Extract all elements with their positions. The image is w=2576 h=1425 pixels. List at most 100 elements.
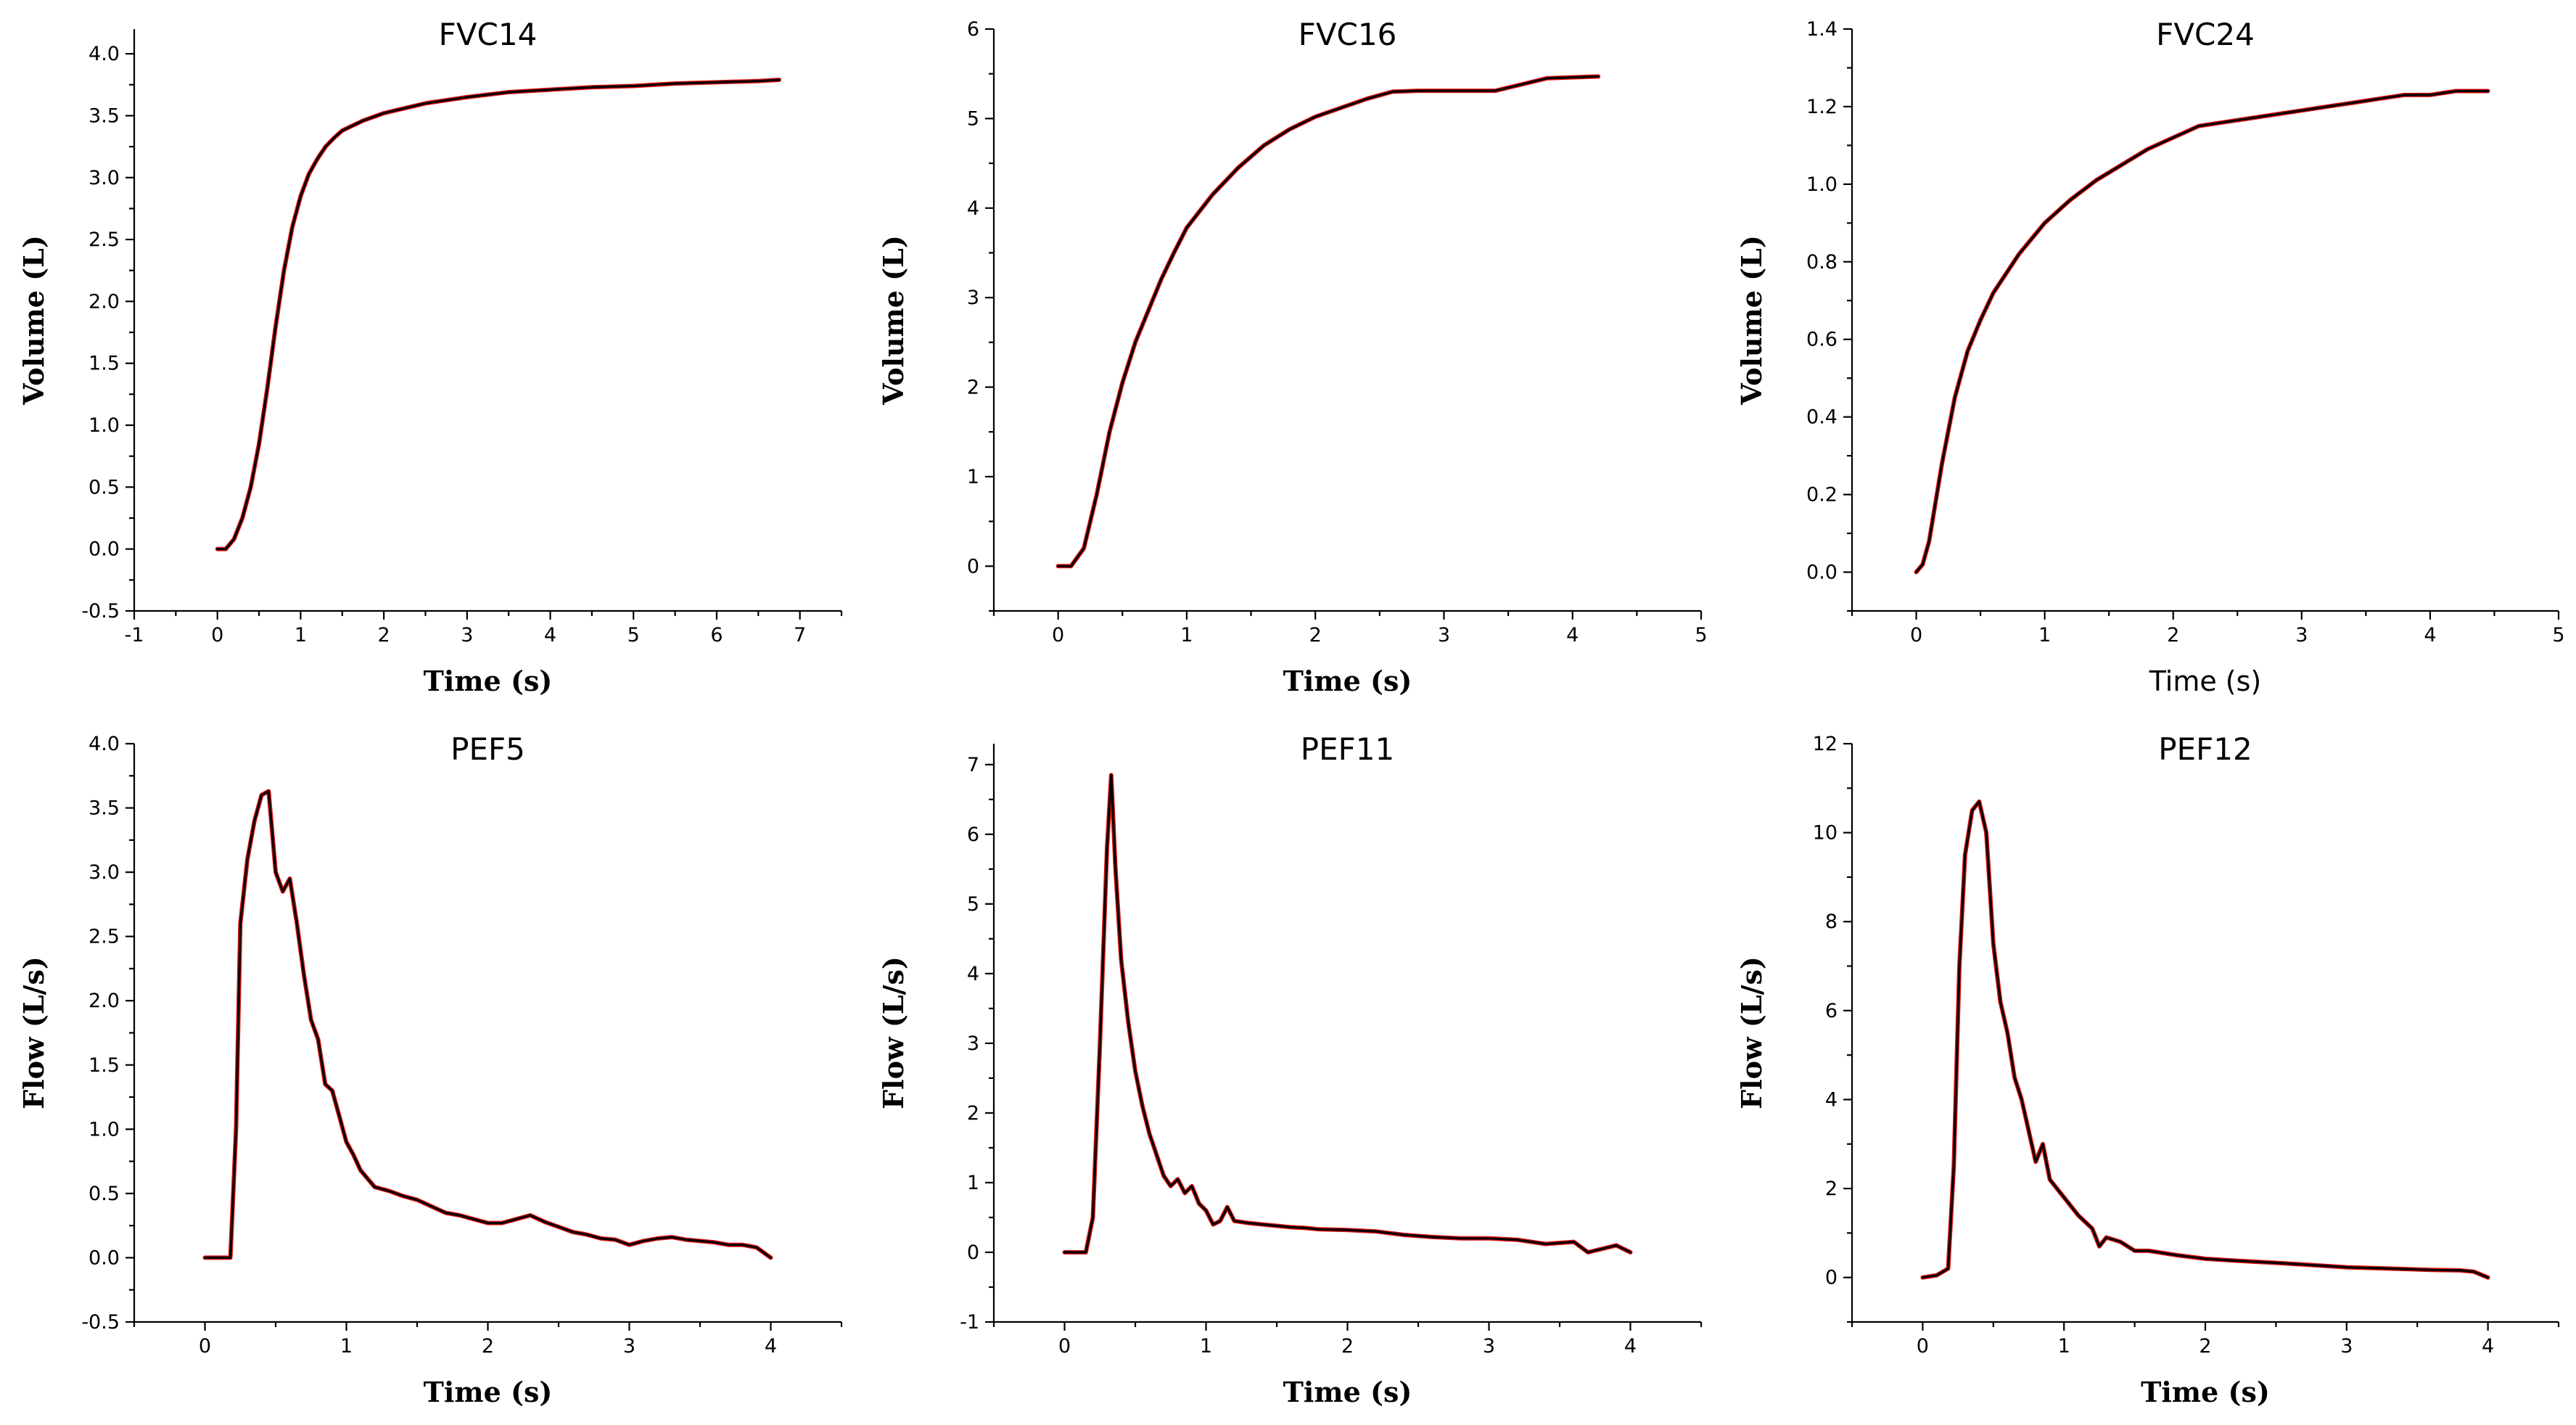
y-tick-label: 1 (967, 1172, 979, 1194)
y-tick-label: 0 (967, 555, 979, 578)
y-tick-label: 2 (967, 377, 979, 399)
x-axis-label: Time (s) (424, 1376, 553, 1408)
x-tick-label: 5 (627, 624, 640, 646)
y-tick-label: 0.6 (1806, 329, 1838, 351)
y-tick-label: 0.2 (1806, 484, 1838, 506)
y-tick-label: 1.2 (1806, 96, 1838, 118)
x-tick-label: 1 (1180, 624, 1193, 646)
y-tick-label: 1.0 (1806, 173, 1838, 196)
y-tick-label: 4.0 (89, 43, 120, 65)
y-tick-label: 0.5 (89, 476, 120, 498)
chart-panel-pef5: -0.5 0.0 0.5 1.0 1.5 2.0 2.5 3.0 3.5 4.0 0 1 2 3 4 PEF5… (17, 731, 843, 1408)
series-line-measured (1914, 89, 2490, 575)
y-tick-label: 3.5 (89, 104, 120, 127)
x-tick-label: 3 (2295, 624, 2308, 646)
y-tick-label: 2.0 (89, 990, 120, 1012)
y-tick-label: 5 (967, 107, 979, 130)
x-tick-label: 1 (2058, 1335, 2070, 1358)
x-tick-label: 3 (1438, 624, 1450, 646)
y-tick-label: 2.0 (89, 290, 120, 313)
y-tick-label: 1.5 (89, 353, 120, 375)
y-tick-label: -1 (960, 1311, 979, 1334)
y-tick-label: 0.0 (1806, 562, 1838, 584)
series-line-reference (1914, 89, 2490, 574)
y-tick-label: 7 (967, 754, 979, 776)
x-axis-label: Time (s) (424, 665, 553, 697)
series-line-measured (1062, 773, 1633, 1254)
series-line-reference (216, 78, 781, 551)
y-tick-label: 2.5 (89, 229, 120, 251)
y-axis-label: Flow (L/s) (1735, 956, 1768, 1109)
x-tick-label: 2 (482, 1335, 494, 1358)
x-tick-label: 3 (461, 624, 473, 646)
x-tick-label: 4 (2482, 1335, 2494, 1358)
chart-title: FVC16 (1299, 17, 1397, 52)
x-tick-label: 0 (1052, 624, 1064, 646)
x-tick-label: 1 (2038, 624, 2051, 646)
chart-title: PEF12 (2158, 731, 2252, 767)
y-tick-label: 1 (967, 466, 979, 488)
x-tick-label: 4 (1566, 624, 1579, 646)
y-tick-label: 2 (1825, 1178, 1838, 1200)
chart-title: FVC24 (2156, 17, 2255, 52)
y-tick-label: 2.5 (89, 926, 120, 948)
y-axis-label: Flow (L/s) (17, 956, 50, 1109)
y-tick-label: 5 (967, 893, 979, 916)
y-tick-label: 3 (967, 1032, 979, 1055)
y-tick-label: 3.0 (89, 861, 120, 884)
x-tick-label: 2 (1341, 1335, 1354, 1358)
series-line-reference (1063, 773, 1632, 1254)
x-tick-label: 7 (794, 624, 806, 646)
x-tick-label: 1 (340, 1335, 353, 1358)
series-line-measured (215, 78, 781, 551)
y-tick-label: 1.0 (89, 1118, 120, 1141)
y-tick-label: 3.5 (89, 797, 120, 820)
y-axis-label: Volume (L) (17, 235, 50, 406)
y-tick-label: 4 (1825, 1088, 1838, 1111)
x-tick-label: 1 (295, 624, 307, 646)
y-tick-label: 6 (1825, 1000, 1838, 1022)
y-tick-label: 3 (967, 287, 979, 309)
x-axis-label: Time (s) (2149, 665, 2262, 697)
x-tick-label: 6 (710, 624, 723, 646)
x-tick-label: 0 (199, 1335, 211, 1358)
x-tick-label: 3 (623, 1335, 635, 1358)
x-tick-label: 5 (2552, 624, 2564, 646)
series-line-measured (202, 789, 773, 1260)
y-tick-label: -0.5 (81, 1311, 120, 1334)
series-line-measured (1055, 74, 1601, 569)
y-tick-label: 3.0 (89, 167, 120, 189)
x-tick-label: 3 (1483, 1335, 1495, 1358)
y-tick-label: 0.0 (89, 538, 120, 561)
y-tick-label: 4 (967, 197, 979, 220)
chart-title: PEF11 (1301, 731, 1394, 767)
chart-panel-fvc16: 0 1 2 3 4 5 6 0 1 2 3 4 5 FVC16 Time (s) Volume (L) (877, 17, 1708, 697)
x-axis-label: Time (s) (1283, 1376, 1412, 1408)
series-line-reference (1921, 800, 2490, 1279)
x-tick-label: 4 (2424, 624, 2436, 646)
y-tick-label: 4.0 (89, 733, 120, 755)
chart-panel-pef11: -1 0 1 2 3 4 5 6 7 0 1 2 3 4 PEF11 Time (s) Flow (L/s) (877, 731, 1703, 1408)
y-tick-label: 1.5 (89, 1054, 120, 1077)
x-tick-label: 2 (378, 624, 390, 646)
y-tick-label: 0.5 (89, 1183, 120, 1205)
x-axis-label: Time (s) (2141, 1376, 2270, 1408)
x-tick-label: 2 (1309, 624, 1322, 646)
x-tick-label: -1 (125, 624, 144, 646)
y-tick-label: 0.8 (1806, 251, 1838, 274)
x-tick-label: 4 (544, 624, 556, 646)
x-tick-label: 0 (1058, 1335, 1071, 1358)
x-tick-label: 0 (1910, 624, 1922, 646)
y-tick-label: -0.5 (81, 600, 120, 623)
x-tick-label: 3 (2340, 1335, 2353, 1358)
x-tick-label: 0 (211, 624, 223, 646)
x-axis-label: Time (s) (1283, 665, 1412, 697)
x-tick-label: 0 (1917, 1335, 1929, 1358)
y-tick-label: 0.0 (89, 1247, 120, 1269)
y-tick-label: 8 (1825, 911, 1838, 933)
y-tick-label: 0.4 (1806, 406, 1838, 429)
chart-title: PEF5 (450, 731, 525, 767)
x-tick-label: 4 (1624, 1335, 1637, 1358)
